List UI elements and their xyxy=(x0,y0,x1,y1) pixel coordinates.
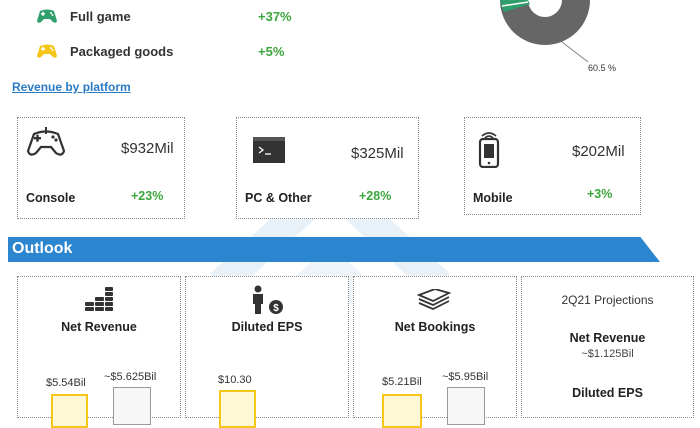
mobile-growth: +3% xyxy=(587,187,613,201)
net-revenue-left-value: $5.54Bil xyxy=(46,377,86,389)
projections-eps-label: Diluted EPS xyxy=(572,386,643,400)
coins-icon xyxy=(84,287,114,318)
packaged-goods-growth: +5% xyxy=(258,44,285,59)
diluted-eps-left-value: $10.30 xyxy=(218,374,252,386)
net-bookings-right-value: ~$5.95Bil xyxy=(442,371,489,383)
outlook-card-net-revenue: Net Revenue $5.54Bil ~$5.625Bil xyxy=(17,276,181,428)
platform-card-console: $932Mil Console +23% xyxy=(17,117,185,219)
pc-revenue: $325Mil xyxy=(351,145,404,162)
console-growth: +23% xyxy=(131,189,164,203)
cash-stack-icon xyxy=(416,288,452,318)
net-revenue-left-bar xyxy=(51,394,88,428)
net-bookings-left-value: $5.21Bil xyxy=(382,376,422,388)
outlook-card-net-bookings: Net Bookings $5.21Bil ~$5.95Bil xyxy=(353,276,517,428)
net-bookings-left-bar xyxy=(382,394,422,428)
outlook-banner xyxy=(8,237,660,262)
outlook-card-projections: 2Q21 Projections Net Revenue ~$1.125Bil … xyxy=(521,276,694,418)
donut-slice-main xyxy=(500,0,590,45)
full-game-icon xyxy=(36,7,58,30)
terminal-icon xyxy=(253,137,285,168)
projections-net-revenue-value: ~$1.125Bil xyxy=(581,348,634,360)
packaged-goods-icon xyxy=(36,42,58,65)
diluted-eps-title: Diluted EPS xyxy=(231,320,303,334)
packaged-goods-label: Packaged goods xyxy=(70,44,174,59)
net-revenue-right-bar xyxy=(113,387,151,425)
mobile-label: Mobile xyxy=(473,191,513,205)
diluted-eps-left-bar xyxy=(219,390,256,428)
platform-card-pc: $325Mil PC & Other +28% xyxy=(236,117,419,219)
pc-growth: +28% xyxy=(359,189,392,203)
net-revenue-right-value: ~$5.625Bil xyxy=(104,371,157,383)
mobile-revenue: $202Mil xyxy=(572,143,625,160)
svg-text:$: $ xyxy=(273,303,279,314)
donut-slice-label: 60.5 % xyxy=(588,63,617,73)
pc-label: PC & Other xyxy=(245,191,312,205)
console-label: Console xyxy=(26,191,76,205)
donut-leader-line xyxy=(561,41,589,63)
full-game-label: Full game xyxy=(70,9,131,24)
projections-net-revenue-label: Net Revenue xyxy=(569,331,646,345)
full-game-growth: +37% xyxy=(258,9,292,24)
net-bookings-title: Net Bookings xyxy=(394,320,476,334)
mobile-phone-icon xyxy=(476,130,502,173)
revenue-by-platform-link[interactable]: Revenue by platform xyxy=(12,80,131,94)
gamepad-icon xyxy=(26,126,66,163)
platform-card-mobile: $202Mil Mobile +3% xyxy=(464,117,641,215)
net-revenue-title: Net Revenue xyxy=(61,320,137,334)
net-bookings-right-bar xyxy=(447,387,485,425)
person-dollar-icon: $ xyxy=(250,285,284,320)
console-revenue: $932Mil xyxy=(121,140,174,157)
donut-chart xyxy=(500,0,590,45)
projections-title: 2Q21 Projections xyxy=(561,293,654,307)
outlook-title: Outlook xyxy=(12,240,73,257)
outlook-card-diluted-eps: $ Diluted EPS $10.30 xyxy=(185,276,349,428)
